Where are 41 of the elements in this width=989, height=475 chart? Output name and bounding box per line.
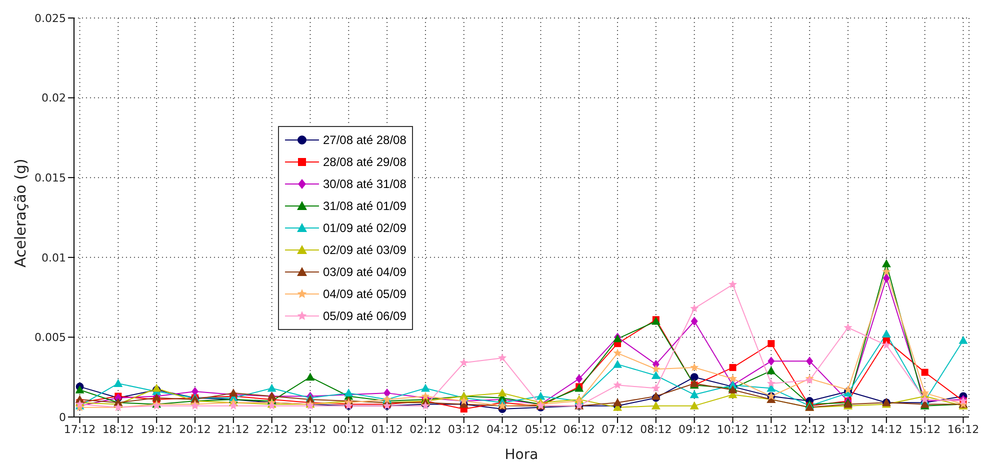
x-tick-label: 14:12 [870, 422, 902, 436]
x-tick-label: 18:12 [102, 422, 134, 436]
x-tick-label: 01:12 [371, 422, 403, 436]
legend-label: 02/09 até 03/09 [323, 243, 406, 257]
legend-label: 28/08 até 29/08 [323, 155, 406, 169]
x-tick-label: 19:12 [140, 422, 172, 436]
x-tick-label: 00:12 [332, 422, 364, 436]
x-tick-label: 12:12 [794, 422, 826, 436]
x-tick-label: 15:12 [908, 422, 941, 436]
x-tick-label: 11:12 [755, 422, 788, 436]
x-tick-label: 22:12 [256, 422, 288, 436]
x-tick-label: 20:12 [179, 422, 211, 436]
y-tick-label: 0.02 [42, 92, 66, 105]
y-tick-label: 0.01 [42, 251, 66, 264]
y-tick-label: 0.025 [34, 12, 66, 25]
x-tick-label: 06:12 [563, 422, 595, 436]
x-tick-label: 17:12 [64, 422, 96, 436]
legend-label: 05/09 até 06/09 [323, 309, 406, 323]
y-axis-title: Aceleração (g) [11, 158, 30, 268]
x-tick-label: 10:12 [716, 422, 749, 436]
legend-label: 31/08 até 01/09 [323, 199, 406, 213]
legend-label: 04/09 até 05/09 [323, 287, 406, 301]
x-tick-label: 08:12 [640, 422, 672, 436]
x-tick-label: 13:12 [832, 422, 864, 436]
x-tick-label: 05:12 [524, 422, 557, 436]
x-tick-label: 21:12 [218, 422, 250, 436]
y-tick-label: 0.015 [34, 172, 66, 185]
legend-label: 27/08 até 28/08 [323, 133, 406, 147]
x-tick-label: 23:12 [294, 422, 326, 436]
y-tick-label: 0.005 [34, 331, 66, 344]
x-tick-label: 07:12 [602, 422, 634, 436]
y-tick-label: 0 [59, 410, 66, 424]
x-axis-title: Hora [504, 447, 538, 463]
x-tick-label: 03:12 [448, 422, 480, 436]
x-tick-label: 09:12 [678, 422, 710, 436]
legend-label: 03/09 até 04/09 [323, 265, 406, 279]
x-tick-label: 04:12 [486, 422, 518, 436]
x-tick-label: 16:12 [947, 422, 980, 436]
legend-label: 30/08 até 31/08 [323, 177, 406, 191]
x-tick-label: 02:12 [410, 422, 442, 436]
legend-label: 01/09 até 02/09 [323, 221, 406, 235]
